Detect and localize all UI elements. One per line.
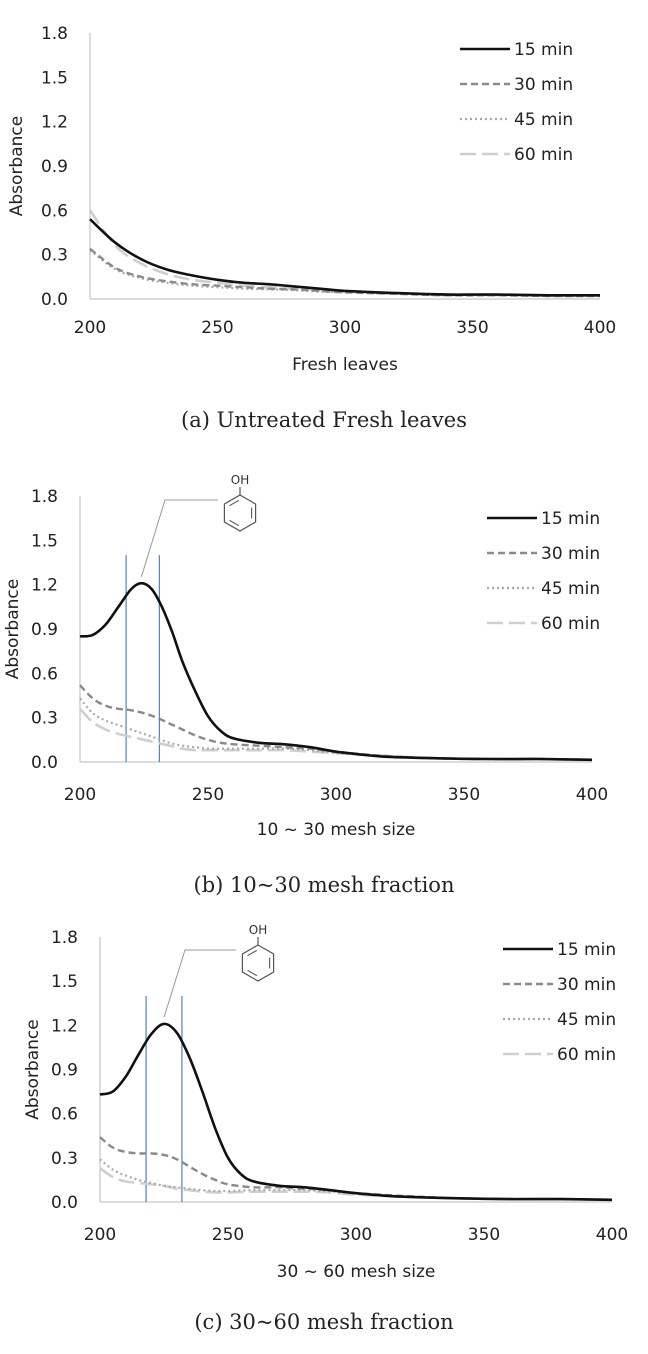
series-line-4 — [99, 1167, 613, 1202]
legend-label: 30 min — [541, 544, 600, 564]
x-tick-label: 250 — [192, 785, 224, 805]
series-line-2 — [99, 1136, 613, 1201]
x-tick-label: 200 — [84, 1225, 116, 1245]
callout-leader-line — [163, 949, 236, 1018]
y-axis-label: Absorbance — [3, 579, 23, 679]
y-tick-label: 0.9 — [41, 157, 68, 177]
phenol-structure-icon — [223, 487, 257, 532]
legend-label: 15 min — [557, 940, 616, 960]
x-tick-label: 350 — [456, 318, 488, 338]
x-axis-label: Fresh leaves — [292, 355, 398, 375]
series-line-4 — [88, 209, 601, 297]
legend-label: 60 min — [557, 1045, 616, 1065]
series-line-2 — [89, 247, 601, 298]
legend-label: 60 min — [541, 614, 600, 634]
y-tick-label: 0.3 — [41, 246, 68, 266]
y-tick-label: 0.6 — [41, 201, 68, 221]
x-axis-label: 10 ~ 30 mesh size — [257, 820, 416, 840]
series-line-2 — [79, 684, 593, 761]
y-tick-label: 0.0 — [41, 290, 68, 310]
chart-c: 0.0 0.3 0.6 0.9 1.2 1.5 1.8 200 250 300 350 400 30 ~… — [23, 923, 628, 1282]
y-tick-label: 1.8 — [51, 928, 78, 948]
caption-a: (a) Untreated Fresh leaves — [181, 408, 467, 432]
legend-label: 30 min — [514, 75, 573, 95]
series-line-1 — [89, 218, 601, 297]
phenol-structure-icon — [241, 937, 275, 982]
chart-panel-a: 0.0 0.3 0.6 0.9 1.2 1.5 1.8 200 250 300 350 400 Fres… — [0, 0, 648, 432]
x-axis-label: 30 ~ 60 mesh size — [277, 1262, 436, 1282]
y-tick-label: 1.2 — [41, 113, 68, 133]
caption-b: (b) 10~30 mesh fraction — [193, 873, 455, 897]
x-tick-label: 200 — [64, 785, 96, 805]
y-axis-label: Absorbance — [23, 1019, 43, 1119]
legend-label: 15 min — [541, 509, 600, 529]
y-tick-label: 1.8 — [31, 487, 58, 507]
y-tick-label: 0.6 — [51, 1105, 78, 1125]
y-tick-label: 0.0 — [31, 753, 58, 773]
x-tick-label: 200 — [74, 318, 106, 338]
x-tick-label: 250 — [212, 1225, 244, 1245]
y-tick-label: 1.2 — [51, 1016, 78, 1036]
x-tick-label: 300 — [320, 785, 352, 805]
x-tick-label: 250 — [201, 318, 233, 338]
y-tick-label: 0.0 — [51, 1193, 78, 1213]
y-axis-label: Absorbance — [7, 116, 27, 216]
y-tick-label: 0.9 — [51, 1061, 78, 1081]
y-tick-label: 1.5 — [41, 68, 68, 88]
x-tick-label: 400 — [596, 1225, 628, 1245]
y-tick-label: 1.2 — [31, 576, 58, 596]
legend-label: 60 min — [514, 145, 573, 165]
legend-label: 30 min — [557, 975, 616, 995]
series-line-1 — [99, 1022, 613, 1202]
hydroxyl-label: OH — [249, 923, 267, 937]
chart-b: 0.0 0.3 0.6 0.9 1.2 1.5 1.8 200 250 300 350 400 10 ~… — [3, 473, 608, 840]
series-line-1 — [79, 581, 593, 762]
y-tick-label: 1.8 — [41, 24, 68, 44]
y-tick-label: 0.3 — [51, 1149, 78, 1169]
chart-a: 0.0 0.3 0.6 0.9 1.2 1.5 1.8 200 250 300 350 400 Fres… — [7, 24, 616, 375]
chart-panel-b: 0.0 0.3 0.6 0.9 1.2 1.5 1.8 200 250 300 350 400 10 ~… — [0, 465, 648, 897]
y-tick-label: 0.9 — [31, 620, 58, 640]
legend-label: 45 min — [557, 1010, 616, 1030]
legend-label: 15 min — [514, 40, 573, 60]
legend-label: 45 min — [514, 110, 573, 130]
y-tick-label: 1.5 — [31, 531, 58, 551]
chart-panel-c: 0.0 0.3 0.6 0.9 1.2 1.5 1.8 200 250 300 350 400 30 ~… — [0, 905, 648, 1334]
x-tick-label: 300 — [329, 318, 361, 338]
x-tick-label: 300 — [340, 1225, 372, 1245]
x-tick-label: 350 — [468, 1225, 500, 1245]
x-tick-label: 400 — [576, 785, 608, 805]
caption-c: (c) 30~60 mesh fraction — [194, 1310, 454, 1334]
x-tick-label: 400 — [584, 318, 616, 338]
x-tick-label: 350 — [448, 785, 480, 805]
legend-label: 45 min — [541, 579, 600, 599]
y-tick-label: 0.3 — [31, 709, 58, 729]
callout-leader-line — [140, 499, 218, 577]
hydroxyl-label: OH — [231, 473, 249, 487]
y-tick-label: 0.6 — [31, 664, 58, 684]
y-tick-label: 1.5 — [51, 972, 78, 992]
